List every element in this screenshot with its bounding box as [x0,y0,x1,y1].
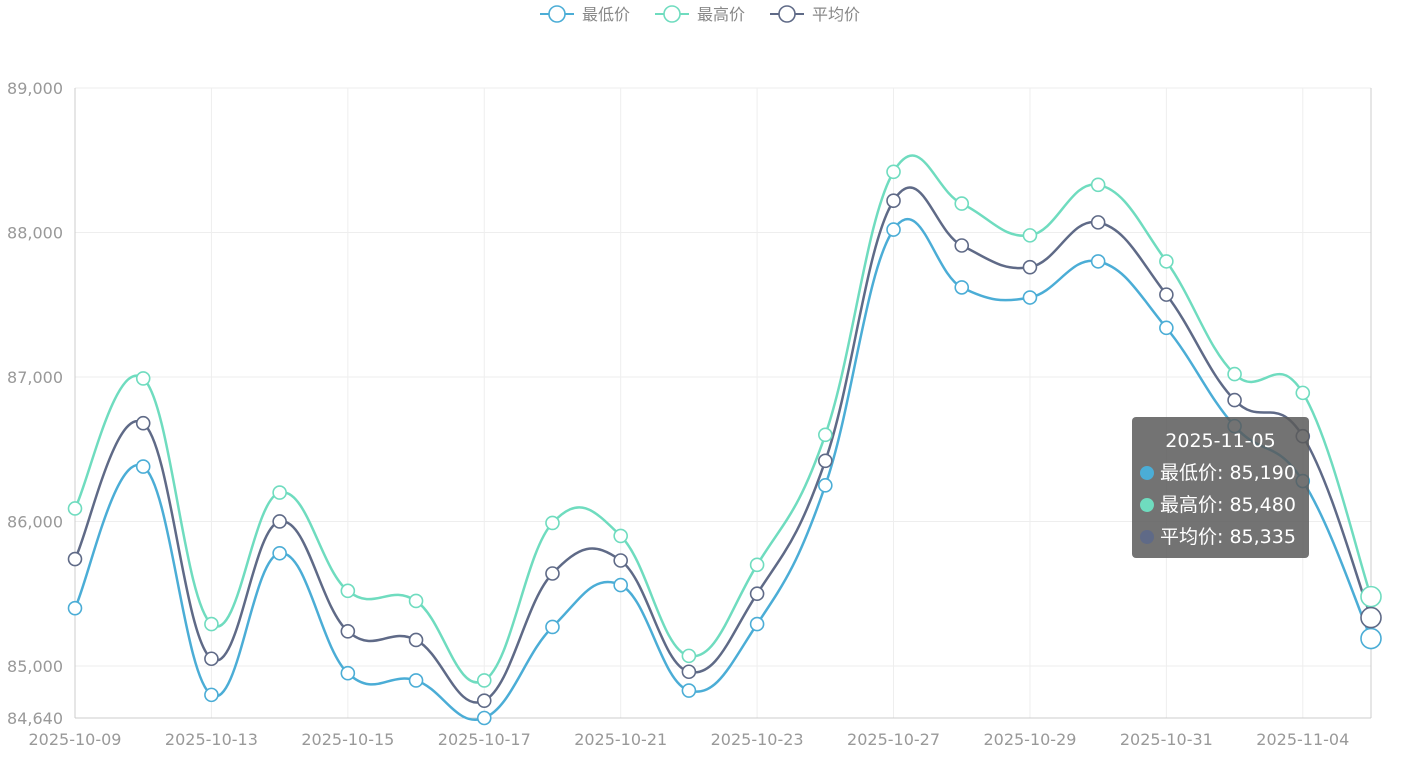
legend-label-high[interactable]: 最高价 [697,5,745,24]
x-tick-label: 2025-10-21 [574,730,667,749]
data-point-low[interactable] [135,459,151,474]
data-point-high[interactable] [1360,585,1382,608]
data-point-high[interactable] [1227,366,1242,382]
y-tick-label: 86,000 [7,512,63,531]
series-lines [73,154,1373,722]
x-tick-label: 2025-10-29 [983,730,1076,749]
data-point-low[interactable] [818,478,833,493]
data-point-low[interactable] [545,619,560,635]
x-tick-label: 2025-10-23 [711,730,804,749]
y-tick-label: 87,000 [7,368,63,387]
tooltip-dot-low [1140,466,1154,480]
data-point-low[interactable] [67,600,83,616]
series-line-high [73,154,1373,684]
x-tick-label: 2025-11-04 [1256,730,1349,749]
data-point-low[interactable] [408,673,424,688]
x-tick-label: 2025-10-15 [301,730,394,749]
legend-label-avg[interactable]: 平均价 [812,5,860,24]
data-point-low[interactable] [340,665,356,681]
data-point-low[interactable] [1360,627,1382,650]
tooltip-row-low: 最低价: 85,190 [1132,457,1309,489]
data-point-avg[interactable] [1159,287,1174,302]
data-point-high[interactable] [476,673,492,688]
axes: 84,640 85,000 86,000 87,000 88,000 89,000 2025… [7,79,1372,749]
tooltip-title: 2025-11-05 [1165,430,1276,452]
data-point-high[interactable] [886,164,901,180]
data-point-avg[interactable] [1360,606,1382,629]
legend-marker-low[interactable] [548,5,566,23]
data-point-avg[interactable] [613,553,628,568]
data-point-high[interactable] [67,501,83,516]
series-line-avg [73,186,1373,704]
y-tick-label: 84,640 [7,709,63,728]
grid-lines [74,87,1371,718]
data-point-low[interactable] [476,710,492,726]
data-point-avg[interactable] [1022,259,1038,275]
y-tick-label: 85,000 [7,657,63,676]
data-point-avg[interactable] [681,664,697,680]
data-point-avg[interactable] [886,193,901,209]
data-point-high[interactable] [818,427,833,443]
data-point-low[interactable] [1159,320,1174,336]
data-point-low[interactable] [954,280,970,295]
data-point-avg[interactable] [545,566,560,581]
data-point-high[interactable] [272,485,287,500]
legend-marker-avg[interactable] [778,5,796,23]
data-point-avg[interactable] [408,632,424,648]
data-point-low[interactable] [272,545,287,561]
data-point-avg[interactable] [135,415,151,431]
data-point-high[interactable] [204,616,219,632]
data-point-high[interactable] [613,528,628,544]
data-point-low[interactable] [886,222,901,237]
tooltip-row-avg: 平均价: 85,335 [1132,521,1309,553]
y-tick-label: 89,000 [7,79,63,98]
tooltip-label-avg: 平均价: 85,335 [1160,526,1296,548]
legend[interactable]: 最低价 最高价 平均价 [540,5,860,24]
data-point-avg[interactable] [476,693,492,708]
data-point-low[interactable] [204,687,219,703]
tooltip-label-high: 最高价: 85,480 [1160,494,1296,516]
legend-label-low[interactable]: 最低价 [582,5,630,24]
data-point-avg[interactable] [1090,215,1106,230]
data-point-high[interactable] [1090,177,1106,193]
series-line-low [73,218,1373,722]
x-tick-label: 2025-10-09 [29,730,122,749]
x-tick-label: 2025-10-27 [847,730,940,749]
data-point-avg[interactable] [340,624,356,639]
x-tick-label: 2025-10-13 [165,730,258,749]
data-point-high[interactable] [408,593,424,609]
data-point-high[interactable] [681,648,697,664]
x-tick-label: 2025-10-31 [1120,730,1213,749]
data-point-avg[interactable] [67,551,83,567]
data-point-high[interactable] [1295,385,1311,401]
data-point-high[interactable] [135,371,151,386]
data-point-high[interactable] [954,196,970,211]
tooltip-dot-high [1140,498,1154,512]
tooltip-row-high: 最高价: 85,480 [1132,489,1309,521]
data-point-avg[interactable] [818,453,833,469]
data-point-avg[interactable] [749,586,765,602]
data-point-avg[interactable] [204,651,219,667]
data-point-avg[interactable] [1227,392,1242,408]
data-point-high[interactable] [545,515,560,531]
data-point-avg[interactable] [272,514,287,529]
data-point-low[interactable] [681,683,697,698]
data-point-avg[interactable] [954,238,970,253]
data-point-high[interactable] [1022,228,1038,243]
y-tick-label: 88,000 [7,223,63,242]
data-point-high[interactable] [749,557,765,573]
data-point-low[interactable] [1022,290,1038,305]
tooltip-dot-avg [1140,530,1154,544]
data-point-high[interactable] [1159,254,1174,269]
legend-marker-high[interactable] [663,5,681,23]
data-point-low[interactable] [749,616,765,632]
data-point-low[interactable] [1090,254,1106,269]
data-point-low[interactable] [613,577,628,593]
x-tick-label: 2025-10-17 [438,730,531,749]
tooltip: 2025-11-05 最低价: 85,190 最高价: 85,480 平均价: … [1132,417,1309,558]
tooltip-label-low: 最低价: 85,190 [1160,462,1296,484]
data-point-high[interactable] [340,583,356,599]
